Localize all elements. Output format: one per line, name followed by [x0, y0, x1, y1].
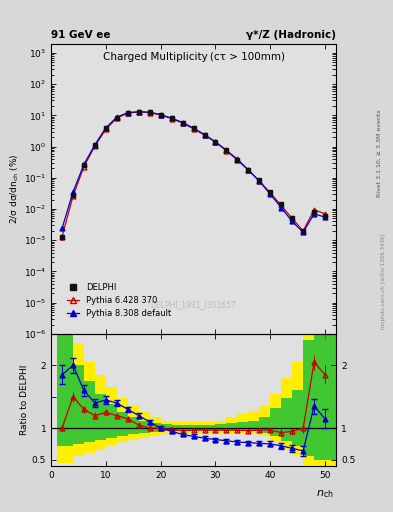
Text: DELPHI_1991_I301657: DELPHI_1991_I301657 — [151, 301, 237, 309]
Text: Charged Multiplicity (cτ > 100mm): Charged Multiplicity (cτ > 100mm) — [103, 52, 285, 62]
Y-axis label: 2/σ dσ/dn$_\mathrm{ch}$ (%): 2/σ dσ/dn$_\mathrm{ch}$ (%) — [8, 154, 21, 224]
Legend: DELPHI, Pythia 6.428 370, Pythia 8.308 default: DELPHI, Pythia 6.428 370, Pythia 8.308 d… — [67, 283, 171, 318]
Text: Rivet 3.1.10, ≥ 3.3M events: Rivet 3.1.10, ≥ 3.3M events — [377, 110, 382, 198]
Text: 91 GeV ee: 91 GeV ee — [51, 30, 110, 40]
Text: γ*/Z (Hadronic): γ*/Z (Hadronic) — [246, 30, 336, 40]
Text: mcplots.cern.ch [arXiv:1306.3436]: mcplots.cern.ch [arXiv:1306.3436] — [381, 234, 386, 329]
Y-axis label: Ratio to DELPHI: Ratio to DELPHI — [20, 365, 29, 435]
X-axis label: $n_\mathrm{ch}$: $n_\mathrm{ch}$ — [316, 488, 334, 500]
